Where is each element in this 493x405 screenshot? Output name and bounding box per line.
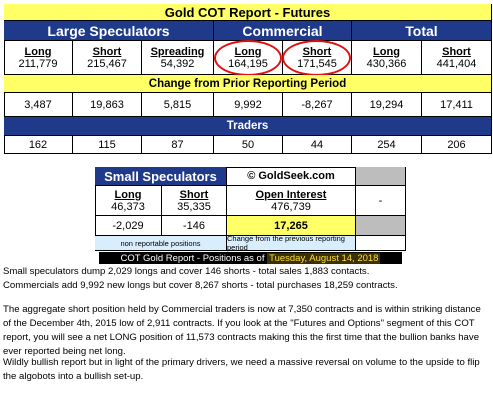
change-total-short: 17,411 [422,93,492,117]
small-long-value: 46,373 [111,200,145,213]
traders-large-spreading: 87 [142,136,214,154]
change-period-note: Change from the previous reporting perio… [227,234,356,252]
open-interest-label: Open Interest [255,188,327,201]
traders-large-short: 115 [73,136,142,154]
small-long-cell: Long 46,373 [95,186,162,216]
goldseek-watermark: © GoldSeek.com [227,167,356,186]
total-short-label: Short [442,45,471,58]
large-long-label: Long [24,45,52,58]
large-short-label: Short [92,45,122,58]
small-dash-cell: - [356,186,406,216]
small-long-label: Long [114,188,142,201]
total-long-cell: Long 430,366 [352,41,422,75]
change-large-spreading: 5,815 [142,93,214,117]
positions-date-prefix: COT Gold Report - Positions as of [120,252,265,264]
large-spreading-cell: Spreading 54,392 [142,41,214,75]
small-empty-corner [356,236,406,251]
commentary-line-1: Small speculators dump 2,029 longs and c… [3,266,370,277]
large-short-cell: Short 215,467 [73,41,142,75]
commercial-header: Commercial [214,21,352,41]
open-interest-change: 17,265 [227,216,356,236]
traders-header: Traders [4,117,492,136]
commentary-paragraph-3: The aggregate short position held by Com… [3,304,481,357]
small-short-change: -146 [162,216,227,236]
traders-large-long: 162 [4,136,73,154]
large-spreading-value: 54,392 [160,57,195,70]
small-speculators-header: Small Speculators [95,167,227,186]
traders-comm-long: 50 [214,136,283,154]
highlight-ring-comm-long [214,40,282,76]
total-short-cell: Short 441,404 [422,41,492,75]
traders-total-long: 254 [352,136,422,154]
total-header: Total [352,21,492,41]
highlight-ring-comm-short [282,40,351,76]
small-short-cell: Short 35,335 [162,186,227,216]
positions-date: Tuesday, August 14, 2018 [267,252,381,264]
large-spreading-label: Spreading [150,45,205,58]
small-gray-bottom [356,216,406,236]
total-short-value: 441,404 [436,57,477,70]
change-large-short: 19,863 [73,93,142,117]
change-comm-long: 9,992 [214,93,283,117]
large-speculators-header: Large Speculators [4,21,214,41]
open-interest-cell: Open Interest 476,739 [227,186,356,216]
large-long-cell: Long 211,779 [4,41,73,75]
commentary-line-2: Commercials add 9,992 new longs but cove… [3,280,398,291]
small-speculators-table [95,167,406,251]
commentary-paragraph-4: Wildly bullish report but in light of th… [3,357,480,382]
traders-comm-short: 44 [283,136,352,154]
change-large-long: 3,487 [4,93,73,117]
large-long-value: 211,779 [18,57,58,70]
small-gray-top [356,167,406,186]
large-short-value: 215,467 [87,57,127,70]
traders-total-short: 206 [422,136,492,154]
positions-date-bar: COT Gold Report - Positions as of Tuesda… [99,252,402,264]
change-header: Change from Prior Reporting Period [4,75,492,93]
total-long-value: 430,366 [366,57,407,70]
change-total-long: 19,294 [352,93,422,117]
small-long-change: -2,029 [95,216,162,236]
small-short-label: Short [179,188,209,201]
small-short-value: 35,335 [177,200,211,213]
open-interest-value: 476,739 [271,200,311,213]
change-comm-short: -8,267 [283,93,352,117]
total-long-label: Long [373,45,400,58]
report-title: Gold COT Report - Futures [4,4,492,21]
non-reportable-note: non reportable positions [95,236,227,251]
